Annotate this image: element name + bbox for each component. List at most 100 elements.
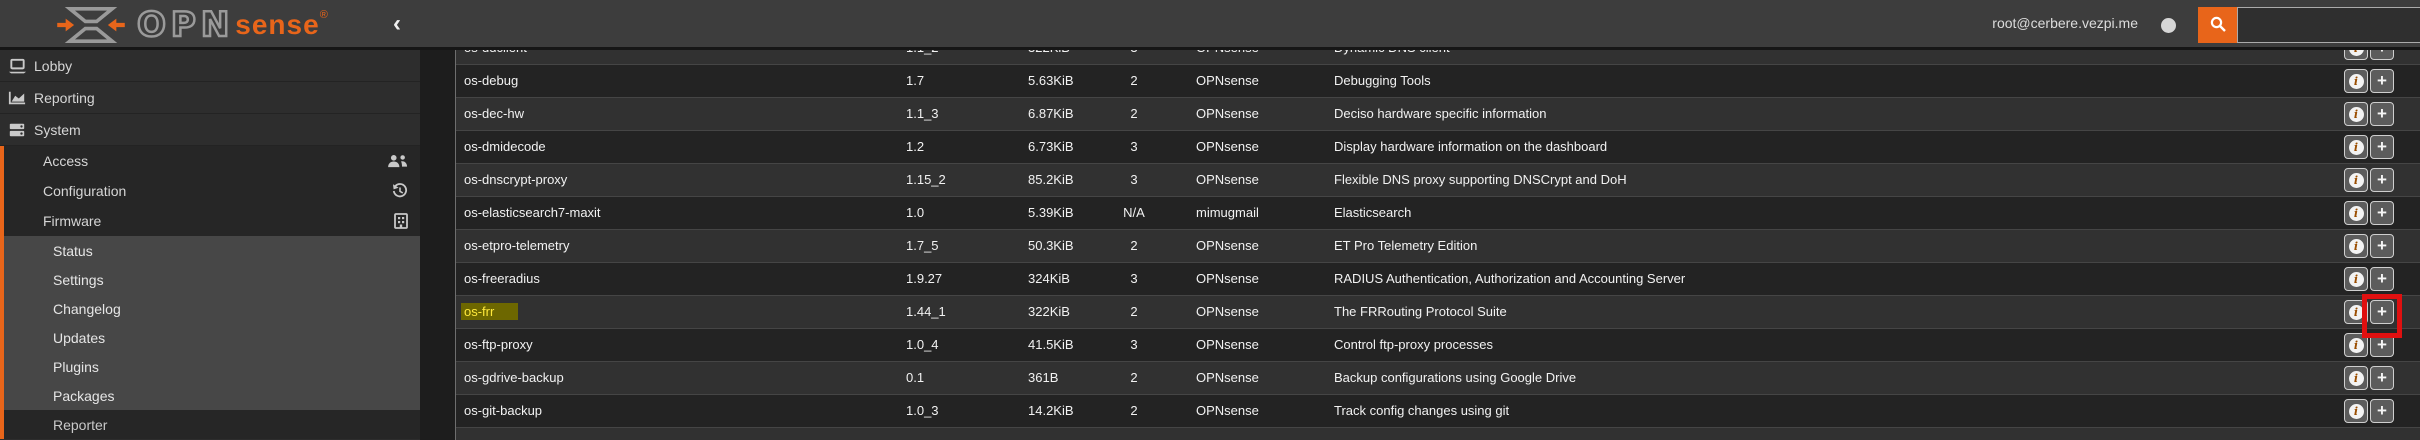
sidebar-item-settings[interactable]: Settings bbox=[4, 265, 420, 294]
info-button[interactable]: i bbox=[2344, 50, 2368, 60]
brand-opn: OPN bbox=[136, 5, 235, 45]
package-row-os-ddclient: os-ddclient 1.1_2 322KiB 3 OPNsense Dynamic D… bbox=[456, 50, 2420, 65]
add-button-wrap: + bbox=[2370, 50, 2394, 60]
add-button-wrap: + bbox=[2370, 399, 2394, 423]
laptop-icon bbox=[8, 58, 27, 74]
package-size: 5.63KiB bbox=[1028, 73, 1074, 88]
package-name: os-etpro-telemetry bbox=[464, 230, 569, 262]
opnsense-logo[interactable]: OPN sense ® bbox=[55, 5, 328, 45]
package-version: 1.0 bbox=[906, 205, 925, 220]
sidebar-item-plugins[interactable]: Plugins bbox=[4, 352, 420, 381]
plus-button[interactable]: + bbox=[2370, 50, 2394, 60]
package-name: os-dec-hw bbox=[464, 98, 524, 130]
package-repository: OPNsense bbox=[1196, 238, 1259, 253]
users-icon bbox=[387, 154, 408, 169]
package-licences: 2 bbox=[1130, 403, 1138, 418]
info-icon: i bbox=[2348, 172, 2364, 188]
package-name: os-git-backup bbox=[464, 395, 542, 427]
info-button[interactable]: i bbox=[2344, 135, 2368, 159]
plus-button[interactable]: + bbox=[2370, 234, 2394, 258]
plus-button[interactable]: + bbox=[2370, 399, 2394, 423]
collapse-sidebar-icon[interactable]: ‹ bbox=[393, 10, 401, 37]
sidebar-item-packages[interactable]: Packages bbox=[4, 381, 420, 410]
package-licences: 2 bbox=[1130, 370, 1138, 385]
sidebar-item-configuration[interactable]: Configuration bbox=[4, 176, 420, 206]
info-button[interactable]: i bbox=[2344, 201, 2368, 225]
package-name: os-dmidecode bbox=[464, 131, 546, 163]
package-name-text: os-gdrive-backup bbox=[464, 370, 564, 385]
add-button-wrap: + bbox=[2370, 168, 2394, 192]
sidebar-item-reporting[interactable]: Reporting bbox=[0, 82, 420, 114]
sidebar-item-status[interactable]: Status bbox=[4, 236, 420, 265]
package-size: 85.2KiB bbox=[1028, 172, 1074, 187]
sidebar-item-access[interactable]: Access bbox=[4, 146, 420, 176]
plus-button[interactable]: + bbox=[2370, 168, 2394, 192]
chart-area-icon bbox=[8, 90, 27, 106]
package-comment: Elasticsearch bbox=[1334, 205, 1412, 220]
package-name-text: os-dec-hw bbox=[464, 106, 524, 121]
plus-button[interactable]: + bbox=[2370, 333, 2394, 357]
sidebar-item-label: Firmware bbox=[43, 213, 102, 229]
info-button[interactable]: i bbox=[2344, 69, 2368, 93]
package-licences: 2 bbox=[1130, 304, 1138, 319]
info-button[interactable]: i bbox=[2344, 300, 2368, 324]
package-name: os-frr bbox=[461, 296, 519, 328]
package-repository: OPNsense bbox=[1196, 106, 1259, 121]
sidebar-item-changelog[interactable]: Changelog bbox=[4, 294, 420, 323]
sidebar-item-firmware[interactable]: Firmware bbox=[4, 206, 420, 236]
package-size: 6.73KiB bbox=[1028, 139, 1074, 154]
plus-button[interactable]: + bbox=[2370, 102, 2394, 126]
package-name: os-debug bbox=[464, 65, 518, 97]
package-repository: OPNsense bbox=[1196, 50, 1259, 64]
plus-button[interactable]: + bbox=[2370, 267, 2394, 291]
brand-sense: sense bbox=[235, 9, 320, 40]
info-button[interactable]: i bbox=[2344, 366, 2368, 390]
package-licences: 2 bbox=[1130, 238, 1138, 253]
plus-button[interactable]: + bbox=[2370, 135, 2394, 159]
search-input[interactable] bbox=[2237, 7, 2420, 43]
package-repository: OPNsense bbox=[1196, 304, 1259, 319]
plus-icon: + bbox=[2377, 236, 2387, 255]
server-icon bbox=[8, 122, 27, 138]
info-button[interactable]: i bbox=[2344, 102, 2368, 126]
sidebar-item-lobby[interactable]: Lobby bbox=[0, 50, 420, 82]
row-actions: i+ bbox=[2344, 399, 2394, 423]
search-button[interactable] bbox=[2198, 7, 2237, 43]
package-name-text: os-dnscrypt-proxy bbox=[464, 172, 568, 187]
info-button[interactable]: i bbox=[2344, 333, 2368, 357]
package-row-os-elasticsearch7-maxit: os-elasticsearch7-maxit 1.0 5.39KiB N/A mimu… bbox=[456, 197, 2420, 230]
info-button[interactable]: i bbox=[2344, 234, 2368, 258]
package-size: 322KiB bbox=[1028, 304, 1070, 319]
package-row-os-ftp-proxy: os-ftp-proxy 1.0_4 41.5KiB 3 OPNsense Control… bbox=[456, 329, 2420, 362]
package-name: os-dnscrypt-proxy bbox=[464, 164, 567, 196]
package-size: 322KiB bbox=[1028, 50, 1070, 64]
plus-button[interactable]: + bbox=[2370, 201, 2394, 225]
sidebar-item-updates[interactable]: Updates bbox=[4, 323, 420, 352]
add-button-wrap: + bbox=[2370, 333, 2394, 357]
package-name: os-elasticsearch7-maxit bbox=[464, 197, 601, 229]
info-button[interactable]: i bbox=[2344, 399, 2368, 423]
add-button-wrap: + bbox=[2362, 294, 2402, 338]
plus-button[interactable]: + bbox=[2370, 366, 2394, 390]
info-button[interactable]: i bbox=[2344, 168, 2368, 192]
package-size: 50.3KiB bbox=[1028, 238, 1074, 253]
plus-button[interactable]: + bbox=[2370, 69, 2394, 93]
package-row-os-etpro-telemetry: os-etpro-telemetry 1.7_5 50.3KiB 2 OPNsense E… bbox=[456, 230, 2420, 263]
plus-icon: + bbox=[2377, 203, 2387, 222]
package-name-text: os-git-backup bbox=[464, 403, 543, 418]
sidebar-item-reporter[interactable]: Reporter bbox=[4, 410, 420, 439]
package-name-text: os-elasticsearch7-maxit bbox=[464, 205, 601, 220]
plus-icon: + bbox=[2377, 170, 2387, 189]
info-icon: i bbox=[2348, 106, 2364, 122]
sidebar-item-system[interactable]: System bbox=[0, 114, 420, 146]
plus-button[interactable]: + bbox=[2370, 300, 2394, 324]
row-actions: i+ bbox=[2344, 333, 2394, 357]
package-size: 324KiB bbox=[1028, 271, 1070, 286]
package-comment: Dynamic DNS client bbox=[1334, 50, 1450, 64]
package-licences: 3 bbox=[1130, 271, 1138, 286]
info-icon: i bbox=[2348, 73, 2364, 89]
info-button[interactable]: i bbox=[2344, 267, 2368, 291]
package-version: 1.9.27 bbox=[906, 271, 943, 286]
package-repository: OPNsense bbox=[1196, 370, 1259, 385]
